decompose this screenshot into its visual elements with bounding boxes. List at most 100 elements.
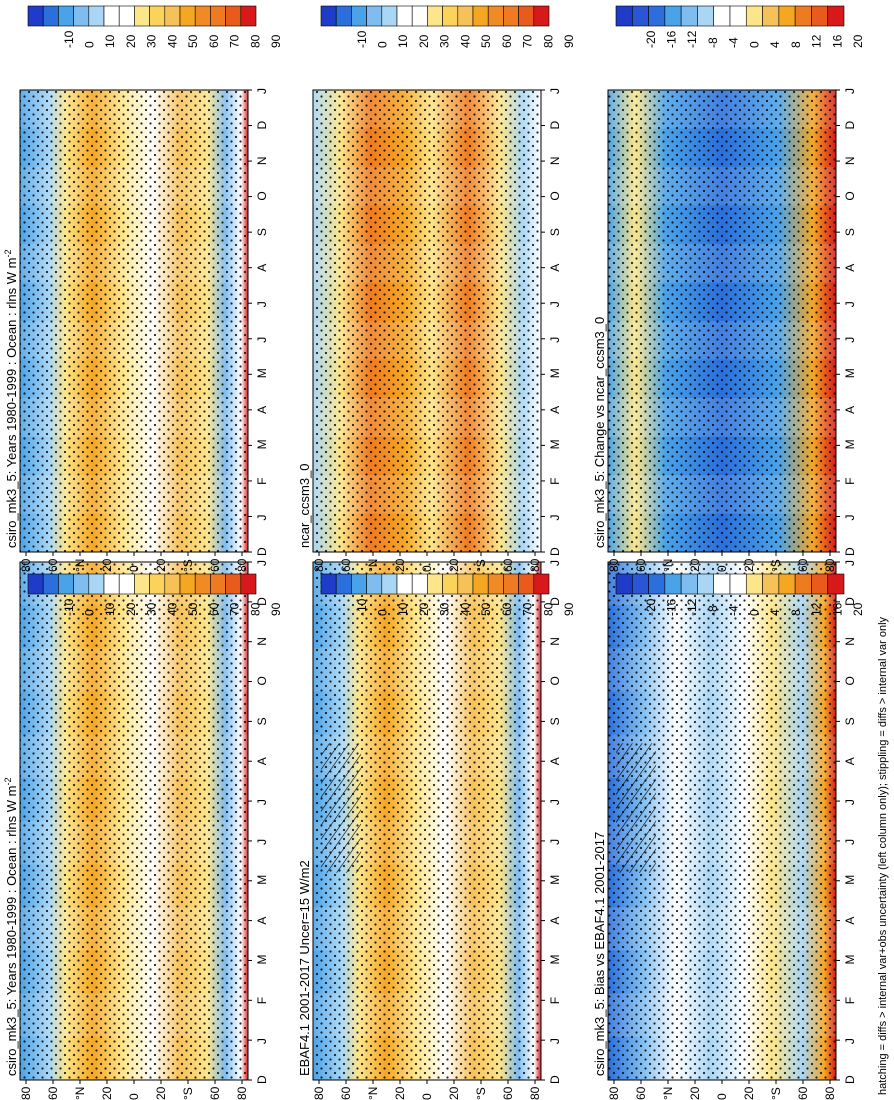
colorbar-swatch [240, 573, 257, 595]
colorbar-swatch [518, 5, 535, 27]
colorbar-swatch [615, 573, 633, 595]
month-tick-label: N [843, 637, 857, 646]
lat-tick-label: 80 [607, 558, 621, 572]
panel-bias: 80 60 °N 20 0 20 °S 60 80DJFMAMJJASONDJcsiro_mk3… [592, 560, 865, 1100]
month-tick-label: J [548, 301, 562, 307]
lat-tick-label: 20 [100, 1086, 114, 1100]
panel-title: EBAF4.1 2001-2017 Uncer=15 W/m2 [297, 860, 312, 1076]
month-tick-label: S [843, 717, 857, 725]
month-tick-label: S [548, 228, 562, 236]
colorbar-swatch [487, 5, 504, 27]
colorbar-label: 16 [830, 602, 844, 616]
colorbar-label: 20 [851, 602, 865, 616]
colorbar-swatch [697, 5, 715, 27]
colorbar-swatch [411, 5, 428, 27]
colorbar-swatch [664, 5, 682, 27]
colorbar-label: 20 [124, 34, 138, 48]
panel-title: ncar_ccsm3_0 [297, 463, 312, 548]
panel-model-left: 80 60 °N 20 0 20 °S 60 80DJFMAMJJASONDJcsiro_mk3… [3, 560, 283, 1100]
colorbar: -20 -16 -12 -8 -4 0 4 8 12 16 20 [615, 5, 865, 48]
colorbar-label: 40 [458, 602, 472, 616]
colorbar-label: -20 [644, 598, 658, 616]
lat-tick-label: 0 [715, 1093, 729, 1100]
colorbar-swatch [134, 573, 150, 595]
colorbar-swatch [27, 5, 44, 27]
colorbar-label: 20 [851, 34, 865, 48]
colorbar-label: 50 [186, 34, 200, 48]
lat-tick-label: 20 [447, 558, 461, 572]
colorbar-swatch [179, 5, 196, 27]
month-tick-label: S [843, 228, 857, 236]
colorbar-swatch [697, 573, 715, 595]
colorbar-swatch [240, 5, 257, 27]
panel-title: csiro_mk3_5: Years 1980-1999 : Ocean : r… [3, 250, 19, 549]
colorbar-label: 60 [500, 34, 514, 48]
month-tick-label: J [255, 1038, 269, 1044]
colorbar-swatch [811, 573, 829, 595]
colorbar-label: 10 [396, 34, 410, 48]
lat-tick-label: 60 [634, 558, 648, 572]
colorbar-label: 40 [165, 602, 179, 616]
lat-tick-label: °S [474, 1087, 488, 1100]
colorbar-swatch [648, 573, 666, 595]
colorbar-label: 80 [541, 34, 555, 48]
stippling [20, 90, 248, 552]
lat-tick-label: 60 [46, 558, 60, 572]
lat-tick-label: °N [661, 1087, 675, 1100]
lat-tick-label: °S [181, 559, 195, 572]
month-tick-label: M [843, 875, 857, 885]
lat-tick-label: 20 [100, 558, 114, 572]
panel-title: csiro_mk3_5: Change vs ncar_ccsm3_0 [592, 317, 607, 548]
lat-tick-label: °S [769, 1087, 783, 1100]
month-tick-label: D [255, 547, 269, 556]
month-tick-label: M [843, 439, 857, 449]
month-tick-label: O [548, 676, 562, 685]
colorbar-swatch [631, 5, 649, 27]
colorbar-label: -10 [62, 598, 76, 616]
colorbar-label: 8 [789, 41, 803, 48]
lat-tick-label: 60 [796, 1086, 810, 1100]
colorbar-swatch [320, 5, 337, 27]
month-tick-label: A [843, 264, 857, 272]
colorbar-label: 60 [207, 34, 221, 48]
colorbar-swatch [381, 573, 398, 595]
month-tick-label: J [255, 514, 269, 520]
lat-tick-label: 80 [312, 558, 326, 572]
panel-model-right: 80 60 °N 20 0 20 °S 60 80DJFMAMJJASONDJcsiro_mk3… [3, 5, 283, 572]
month-tick-label: J [255, 301, 269, 307]
lat-tick-label: 60 [339, 1086, 353, 1100]
colorbar-label: 10 [103, 34, 117, 48]
lat-tick-label: 20 [742, 558, 756, 572]
colorbar-label: -12 [685, 30, 699, 48]
month-tick-label: N [255, 637, 269, 646]
colorbar-swatch [103, 573, 120, 595]
colorbar-label: 30 [145, 34, 159, 48]
lat-tick-label: °N [661, 559, 675, 572]
lat-tick-label: 20 [154, 558, 168, 572]
lat-tick-label: 20 [447, 1086, 461, 1100]
month-tick-label: A [548, 757, 562, 765]
colorbar-swatch [225, 573, 242, 595]
colorbar-label: 50 [479, 34, 493, 48]
lat-tick-label: °N [73, 1087, 87, 1100]
colorbar-label: 12 [810, 602, 824, 616]
colorbar-label: -8 [706, 37, 720, 48]
colorbar-swatch [118, 5, 135, 27]
colorbar-swatch [210, 5, 226, 27]
colorbar-label: 90 [269, 34, 283, 48]
colorbar-label: 0 [747, 609, 761, 616]
hatching [616, 743, 656, 873]
colorbar-swatch [745, 573, 763, 595]
colorbar-swatch [118, 573, 135, 595]
month-tick-label: J [548, 337, 562, 343]
colorbar-swatch [503, 5, 519, 27]
colorbar-swatch [411, 573, 428, 595]
colorbar-label: 0 [82, 41, 96, 48]
colorbar-swatch [58, 573, 74, 595]
colorbar-swatch [827, 573, 845, 595]
month-tick-label: A [255, 406, 269, 414]
month-tick-label: J [548, 88, 562, 94]
colorbar-swatch [794, 573, 812, 595]
stippling [313, 90, 541, 552]
